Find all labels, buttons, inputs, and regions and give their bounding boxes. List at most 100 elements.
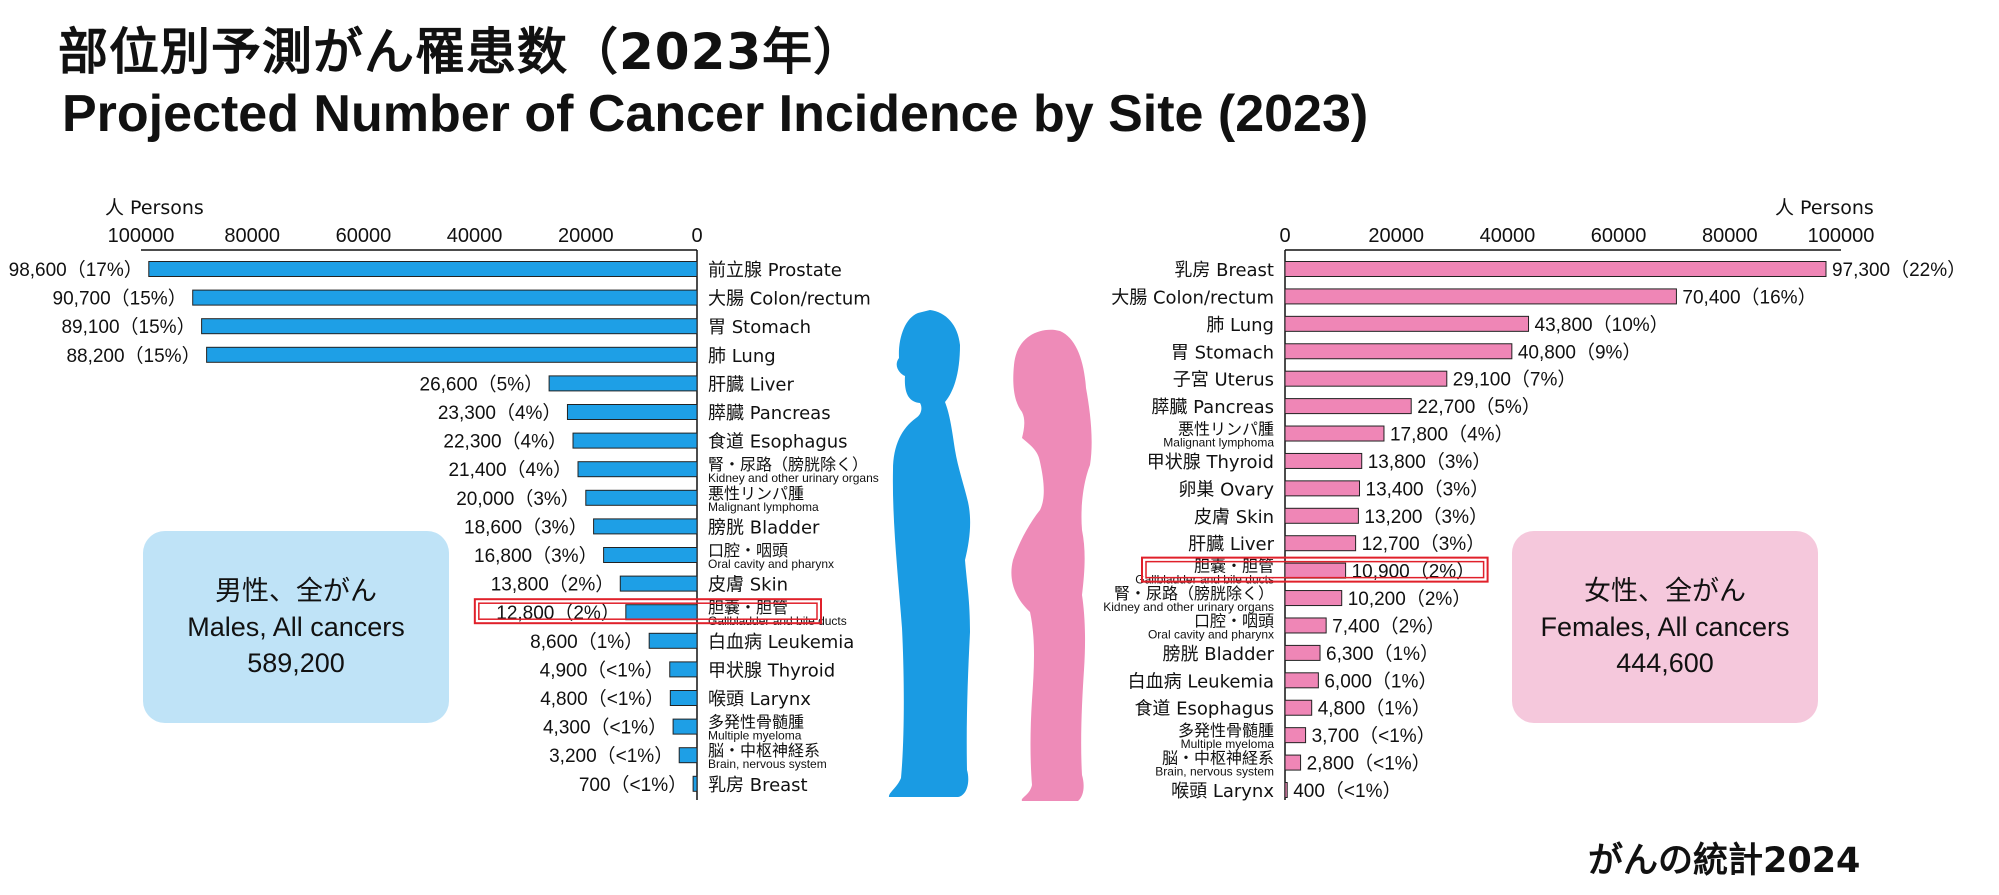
male-bar: [603, 547, 698, 563]
female-data-label: 13,200（3%）: [1364, 506, 1488, 528]
source-credit: がんの統計2024: [1588, 841, 1861, 881]
male-data-label: 3,200（<1%）: [549, 745, 673, 767]
female-bar: [1284, 590, 1343, 607]
male-category-label-jp: 脳・中枢神経系: [708, 741, 820, 760]
male-data-label: 21,400（4%）: [448, 459, 572, 481]
female-bar: [1284, 754, 1302, 771]
male-data-label: 22,300（4%）: [443, 431, 567, 453]
female-data-label: 12,700（3%）: [1362, 533, 1486, 555]
female-bar: [1284, 672, 1319, 689]
female-data-label: 29,100（7%）: [1453, 369, 1577, 391]
male-data-label: 700（<1%）: [579, 774, 687, 796]
page-title-en: Projected Number of Cancer Incidence by …: [62, 85, 1369, 143]
male-data-label: 12,800（2%）: [496, 602, 620, 624]
male-x-tick-label: 20000: [558, 225, 614, 247]
female-category-label-en: Multiple myeloma: [1181, 737, 1275, 751]
female-category-label: 子宮 Uterus: [1173, 370, 1274, 391]
female-category-label-en: Kidney and other urinary organs: [1103, 600, 1274, 614]
page-title-jp: 部位別予測がん罹患数（2023年）: [58, 23, 865, 81]
male-total-value: 589,200: [247, 648, 345, 678]
male-category-label-en: Oral cavity and pharynx: [708, 557, 834, 571]
male-data-label: 4,300（<1%）: [543, 717, 667, 739]
female-category-label-jp: 脳・中枢神経系: [1162, 749, 1274, 768]
female-silhouette-icon: [1011, 329, 1092, 801]
female-x-tick-label: 40000: [1480, 225, 1536, 247]
male-total-label-en: Males, All cancers: [187, 612, 405, 642]
male-data-label: 8,600（1%）: [530, 631, 643, 653]
female-data-label: 10,200（2%）: [1348, 588, 1472, 610]
female-category-label-en: Malignant lymphoma: [1163, 436, 1274, 450]
female-category-label: 乳房 Breast: [1174, 260, 1274, 281]
male-x-tick-label: 80000: [224, 225, 280, 247]
female-category-label: 膀胱 Bladder: [1163, 644, 1275, 665]
male-category-label: 大腸 Colon/rectum: [708, 289, 871, 310]
female-category-label-en: Brain, nervous system: [1155, 765, 1274, 779]
male-category-label: 膀胱 Bladder: [708, 517, 820, 538]
male-x-tick-label: 40000: [447, 225, 503, 247]
male-data-label: 18,600（3%）: [464, 516, 588, 538]
female-category-label: 白血病 Leukemia: [1128, 671, 1274, 692]
male-bar: [678, 747, 698, 764]
female-total-value: 444,600: [1616, 648, 1714, 678]
male-data-label: 90,700（15%）: [53, 288, 187, 310]
female-bar: [1284, 699, 1313, 716]
female-bar: [1284, 452, 1363, 469]
male-bar: [619, 575, 698, 592]
female-data-label: 13,400（3%）: [1366, 478, 1490, 500]
female-bar: [1284, 398, 1412, 415]
female-total-label-en: Females, All cancers: [1540, 612, 1790, 642]
female-bar: [1284, 644, 1321, 661]
female-data-label: 40,800（9%）: [1518, 341, 1642, 363]
male-category-label-jp: 多発性骨髄腫: [708, 713, 804, 732]
male-category-label: 前立腺 Prostate: [708, 260, 842, 281]
male-data-label: 16,800（3%）: [474, 545, 598, 567]
female-category-label: 肺 Lung: [1206, 315, 1274, 336]
female-bar: [1284, 617, 1327, 634]
male-x-tick-label: 60000: [336, 225, 392, 247]
female-data-label: 7,400（2%）: [1332, 615, 1445, 637]
female-x-tick-label: 60000: [1591, 225, 1647, 247]
female-category-label-en: Oral cavity and pharynx: [1148, 627, 1274, 641]
female-bar: [1284, 343, 1513, 360]
male-category-label-en: Brain, nervous system: [708, 757, 827, 771]
female-data-label: 6,000（1%）: [1324, 670, 1437, 692]
male-x-tick-label: 100000: [108, 225, 175, 247]
male-total-box: 男性、全がん Males, All cancers 589,200: [143, 531, 449, 723]
male-bar: [669, 661, 698, 678]
female-category-label: 食道 Esophagus: [1134, 699, 1274, 720]
male-category-label: 乳房 Breast: [708, 775, 808, 796]
female-x-tick-label: 20000: [1368, 225, 1424, 247]
female-data-label: 70,400（16%）: [1682, 286, 1816, 308]
male-data-label: 13,800（2%）: [491, 574, 615, 596]
female-bar: [1284, 507, 1359, 524]
female-bar: [1284, 425, 1385, 442]
male-category-label: 白血病 Leukemia: [708, 632, 854, 653]
female-data-label: 43,800（10%）: [1535, 314, 1669, 336]
male-x-tick-label: 0: [691, 225, 702, 247]
female-bar: [1284, 782, 1288, 798]
male-category-label: 肺 Lung: [708, 346, 776, 367]
male-bar: [625, 604, 698, 621]
female-data-label: 97,300（22%）: [1832, 259, 1966, 281]
male-bar: [206, 346, 698, 363]
female-bar: [1284, 315, 1530, 332]
male-bar: [577, 461, 698, 478]
male-data-label: 98,600（17%）: [9, 259, 143, 281]
female-category-label: 皮膚 Skin: [1194, 507, 1274, 528]
male-bar: [148, 261, 698, 277]
male-bar: [593, 518, 698, 535]
male-category-label: 胃 Stomach: [708, 317, 811, 338]
female-bar: [1284, 288, 1677, 305]
female-bar: [1284, 261, 1827, 277]
male-category-label-en: Kidney and other urinary organs: [708, 471, 879, 485]
male-highlight-inner: [478, 602, 818, 620]
female-x-tick-label: 0: [1279, 225, 1290, 247]
male-data-label: 26,600（5%）: [420, 373, 544, 395]
male-category-label-jp: 口腔・咽頭: [708, 541, 788, 560]
male-category-label-en: Malignant lymphoma: [708, 500, 819, 514]
male-category-label-jp: 悪性リンパ腫: [708, 484, 804, 503]
female-bar: [1284, 727, 1307, 744]
male-category-label: 膵臓 Pancreas: [708, 403, 831, 424]
male-bar: [669, 690, 698, 706]
female-bar: [1284, 535, 1357, 552]
